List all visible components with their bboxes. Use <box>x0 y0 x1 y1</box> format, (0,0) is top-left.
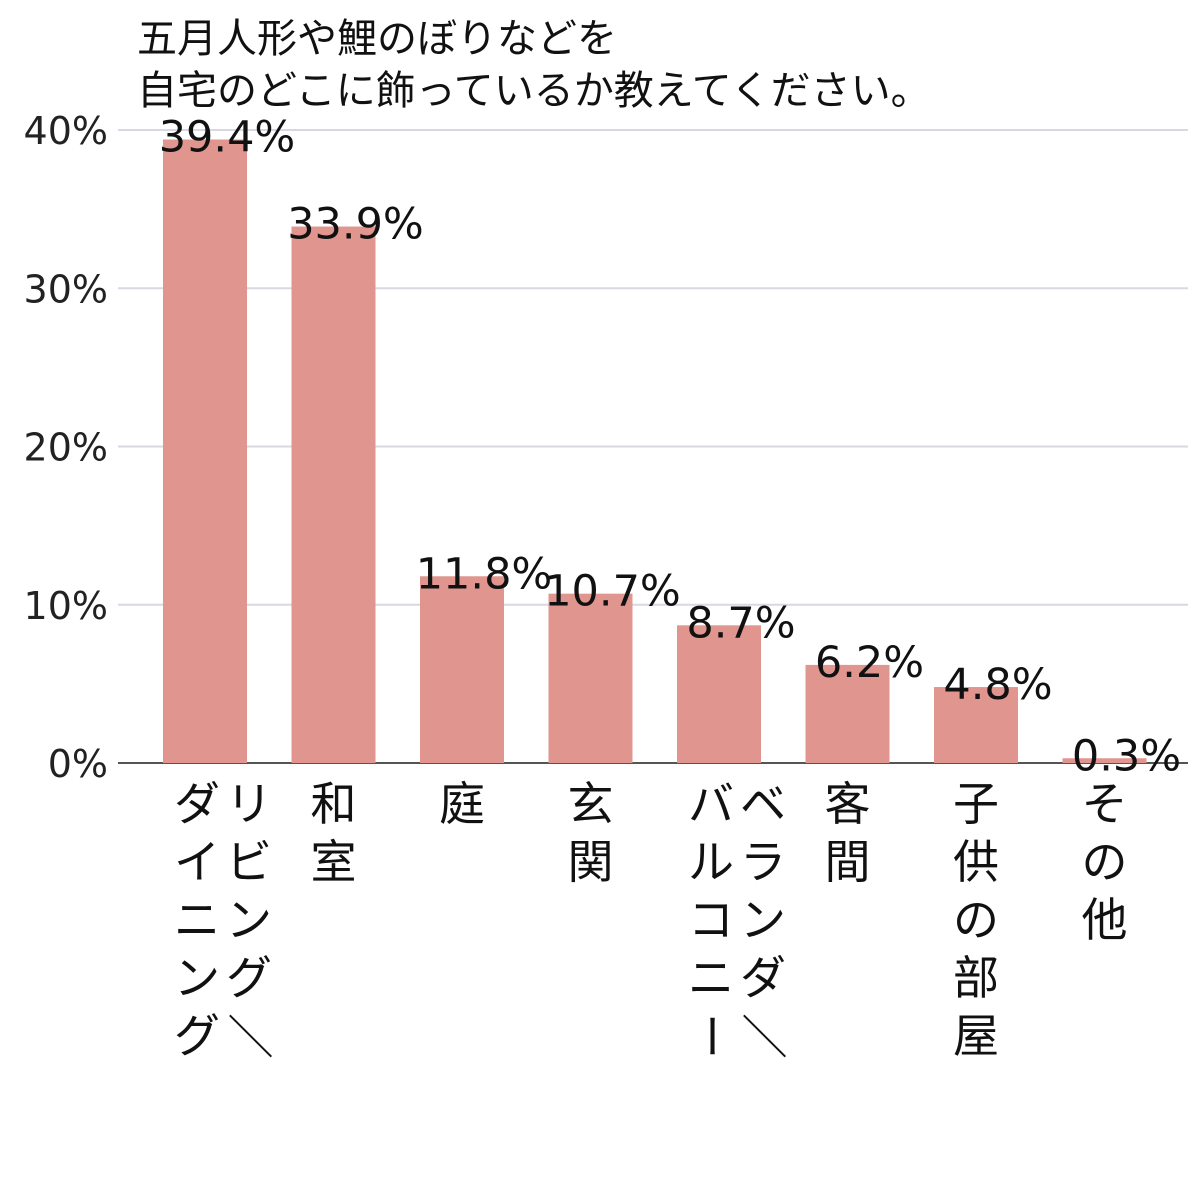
category-label-char: 和 <box>311 777 357 831</box>
category-label-char: 間 <box>825 835 871 889</box>
category-label-char: 玄 <box>568 777 614 831</box>
category-label-char: ニ <box>688 951 734 1005</box>
bar-3 <box>420 576 504 763</box>
chart-title-line-1: 五月人形や鯉のぼりなどを <box>137 16 617 62</box>
category-label-char: バ <box>688 777 734 831</box>
category-label-char: ン <box>740 893 786 947</box>
category-label-char: イ <box>174 835 220 889</box>
category-label-char: グ <box>226 951 272 1005</box>
category-label-char: コ <box>688 893 734 947</box>
value-label: 33.9% <box>287 200 424 250</box>
bar-5 <box>677 625 761 763</box>
bar-2 <box>291 226 376 764</box>
category-label-char: 子 <box>953 777 999 831</box>
category-label-char: の <box>953 893 999 947</box>
category-label-char: グ <box>174 1009 220 1063</box>
bar-6 <box>805 664 890 763</box>
y-tick-label: 30% <box>24 267 108 311</box>
category-label-char: ラ <box>740 835 786 889</box>
category-label-char: 関 <box>568 835 614 889</box>
value-label: 10.7% <box>544 567 681 617</box>
category-label-char: 庭 <box>439 777 485 831</box>
category-label-char: ニ <box>174 893 220 947</box>
category-label-char: ／ <box>736 1013 790 1059</box>
category-label-char: 他 <box>1082 893 1128 947</box>
value-label: 11.8% <box>416 549 553 599</box>
bar-7 <box>934 687 1018 763</box>
category-label-char: ビ <box>226 835 272 889</box>
bar-8 <box>1062 758 1147 763</box>
value-labels: 39.4% 33.9% 11.8%10.7%8.7% 6.2% 4.8% 0.3% <box>159 112 1181 781</box>
category-label-char: ダ <box>174 777 220 831</box>
y-tick-label: 40% <box>24 109 108 153</box>
bar-1 <box>163 139 247 763</box>
value-label: 39.4% <box>159 112 296 162</box>
bars <box>163 139 1147 764</box>
category-label-char: ベ <box>740 777 786 831</box>
bar-4 <box>548 593 633 763</box>
value-label: 0.3% <box>1072 731 1181 781</box>
value-label: 8.7% <box>686 598 795 648</box>
y-tick-label: 10% <box>24 584 108 628</box>
y-axis-ticks: 0% 10% 20% 30% 40% <box>24 109 108 786</box>
category-label-char: 部 <box>953 951 999 1005</box>
category-label-char: 供 <box>953 835 999 889</box>
category-label-char: 客 <box>825 777 871 831</box>
category-label-char: ダ <box>740 951 786 1005</box>
value-label: 6.2% <box>815 638 924 688</box>
category-label-char: そ <box>1082 777 1128 831</box>
category-label-char: ／ <box>222 1013 276 1059</box>
y-tick-label: 0% <box>48 742 108 786</box>
category-label-char: の <box>1082 835 1128 889</box>
chart-title-line-2: 自宅のどこに飾っているか教えてください。 <box>137 68 931 114</box>
category-label-char: 屋 <box>953 1009 999 1063</box>
category-label-char: リ <box>226 777 272 831</box>
value-label: 4.8% <box>943 660 1052 710</box>
y-tick-label: 20% <box>24 426 108 470</box>
category-label-char: ン <box>226 893 272 947</box>
chart-title: 五月人形や鯉のぼりなどを 自宅のどこに飾っているか教えてください。 <box>137 16 931 114</box>
category-label-char: ン <box>174 951 220 1005</box>
category-label-char: 室 <box>311 835 357 889</box>
category-label-char: ル <box>688 835 734 889</box>
category-label-char: ー <box>684 1013 738 1059</box>
